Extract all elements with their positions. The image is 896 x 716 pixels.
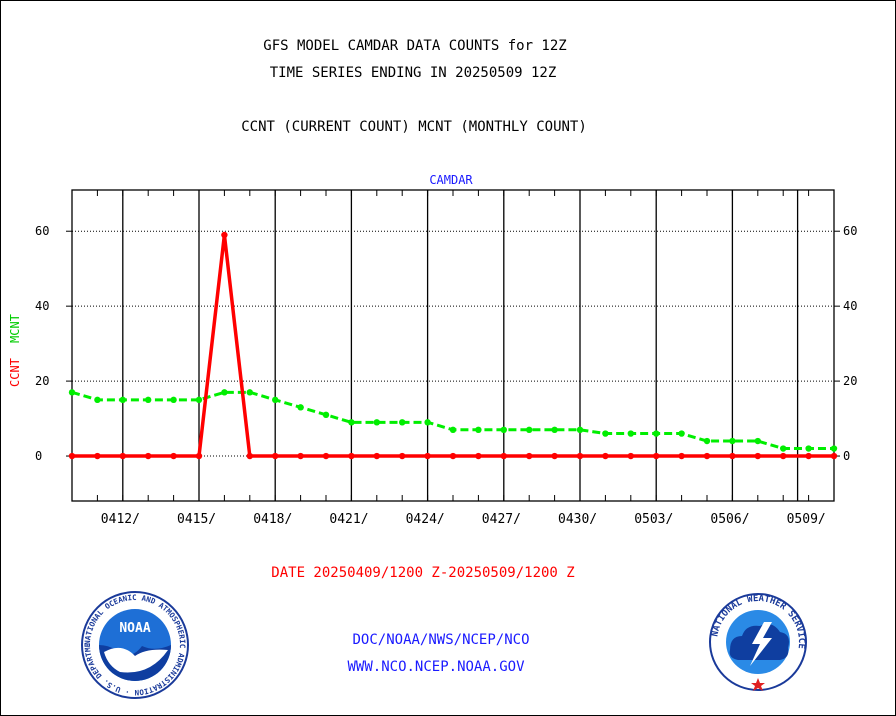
data-point-mcnt xyxy=(170,396,177,404)
data-point-ccnt xyxy=(475,452,482,460)
data-point-mcnt xyxy=(221,389,228,396)
x-tick-label: 0415/ xyxy=(177,512,216,527)
data-point-ccnt xyxy=(627,452,634,460)
y-tick-label-left: 60 xyxy=(35,224,49,238)
data-point-ccnt xyxy=(653,452,660,460)
data-point-ccnt xyxy=(576,452,584,460)
data-point-ccnt xyxy=(678,452,685,460)
data-point-mcnt xyxy=(272,396,279,404)
data-point-ccnt xyxy=(68,452,76,460)
data-point-mcnt xyxy=(297,404,304,411)
data-point-ccnt xyxy=(297,452,304,460)
data-point-mcnt xyxy=(653,430,660,437)
data-point-mcnt xyxy=(399,419,406,426)
grid-lines xyxy=(72,190,834,501)
data-point-mcnt xyxy=(830,445,838,452)
data-point-mcnt xyxy=(551,426,558,434)
data-point-mcnt xyxy=(805,445,812,452)
data-point-ccnt xyxy=(703,452,711,460)
data-point-ccnt xyxy=(602,452,609,460)
data-point-mcnt xyxy=(729,437,736,445)
x-tick-label: 0430/ xyxy=(558,512,597,527)
data-point-mcnt xyxy=(678,430,685,437)
data-point-ccnt xyxy=(170,452,177,460)
data-point-mcnt xyxy=(627,430,634,437)
data-point-ccnt xyxy=(221,231,228,239)
x-tick-label: 0418/ xyxy=(253,512,292,527)
org-link[interactable]: DOC/NOAA/NWS/NCEP/NCO xyxy=(352,632,530,648)
nws-logo: NATIONAL WEATHER SERVICE xyxy=(709,593,807,691)
date-range: DATE 20250409/1200 Z-20250509/1200 Z xyxy=(271,565,575,581)
x-tick-label: 0509/ xyxy=(787,512,826,527)
data-point-ccnt xyxy=(399,452,406,460)
data-point-mcnt xyxy=(703,437,711,445)
data-point-mcnt xyxy=(373,419,380,426)
y-tick-label-left: 20 xyxy=(35,374,49,388)
data-point-ccnt xyxy=(195,452,203,460)
data-point-mcnt xyxy=(195,396,203,404)
noaa-logo-text: NOAA xyxy=(119,621,150,636)
data-point-ccnt xyxy=(449,452,457,460)
data-point-ccnt xyxy=(526,452,533,460)
chart-subtitle: TIME SERIES ENDING IN 20250509 12Z xyxy=(269,65,557,81)
series-layer xyxy=(68,231,838,460)
y-axis-label-ccnt: CCNT xyxy=(8,358,22,387)
y-tick-label-right: 0 xyxy=(843,449,850,463)
x-tick-label: 0424/ xyxy=(406,512,445,527)
x-tick-label: 0506/ xyxy=(710,512,749,527)
chart-title: GFS MODEL CAMDAR DATA COUNTS for 12Z xyxy=(263,38,567,54)
data-point-ccnt xyxy=(780,452,787,460)
data-point-ccnt xyxy=(348,452,355,460)
y-tick-label-right: 40 xyxy=(843,299,857,313)
data-point-mcnt xyxy=(449,426,457,434)
data-point-mcnt xyxy=(780,445,787,452)
data-point-ccnt xyxy=(830,452,838,460)
data-point-mcnt xyxy=(576,426,584,434)
data-point-ccnt xyxy=(805,452,812,460)
data-point-mcnt xyxy=(526,426,533,434)
data-point-mcnt xyxy=(475,426,482,434)
data-point-ccnt xyxy=(500,452,507,460)
y-tick-label-left: 40 xyxy=(35,299,49,313)
data-point-mcnt xyxy=(602,430,609,437)
data-point-mcnt xyxy=(322,411,330,419)
data-point-ccnt xyxy=(246,452,253,460)
plot-frame xyxy=(71,189,835,502)
website-link[interactable]: WWW.NCO.NCEP.NOAA.GOV xyxy=(347,659,525,675)
data-point-ccnt xyxy=(322,452,330,460)
data-point-ccnt xyxy=(119,452,127,460)
data-point-mcnt xyxy=(500,426,507,434)
x-tick-label: 0427/ xyxy=(482,512,521,527)
data-point-mcnt xyxy=(68,389,76,396)
data-point-ccnt xyxy=(424,452,431,460)
data-point-ccnt xyxy=(551,452,558,460)
data-point-mcnt xyxy=(424,419,431,426)
series-line-ccnt xyxy=(72,233,834,458)
data-point-mcnt xyxy=(119,396,127,404)
y-tick-label-right: 20 xyxy=(843,374,857,388)
panel-title: CAMDAR xyxy=(429,173,473,187)
series-description: CCNT (CURRENT COUNT) MCNT (MONTHLY COUNT… xyxy=(241,119,587,135)
series-line-mcnt xyxy=(71,390,834,451)
data-point-ccnt xyxy=(145,452,152,460)
x-tick-label: 0421/ xyxy=(329,512,368,527)
data-point-mcnt xyxy=(754,437,761,445)
y-tick-label-left: 0 xyxy=(35,449,42,463)
data-point-ccnt xyxy=(729,452,736,460)
data-point-ccnt xyxy=(373,452,380,460)
data-point-mcnt xyxy=(145,396,152,404)
data-point-ccnt xyxy=(754,452,761,460)
data-point-ccnt xyxy=(272,452,279,460)
data-point-mcnt xyxy=(94,396,101,404)
axes: 0 0 20 20 40 40 60 60 0412/0415/0418/0421/0424/0… xyxy=(35,189,857,527)
data-point-ccnt xyxy=(94,452,101,460)
y-tick-label-right: 60 xyxy=(843,224,857,238)
data-point-mcnt xyxy=(246,389,253,396)
noaa-logo: NATIONAL OCEANIC AND ATMOSPHERIC ADMINIS… xyxy=(80,590,189,699)
y-axis-label-mcnt: MCNT xyxy=(8,314,22,343)
x-tick-label: 0503/ xyxy=(634,512,673,527)
x-tick-label: 0412/ xyxy=(101,512,140,527)
data-point-mcnt xyxy=(348,419,355,426)
